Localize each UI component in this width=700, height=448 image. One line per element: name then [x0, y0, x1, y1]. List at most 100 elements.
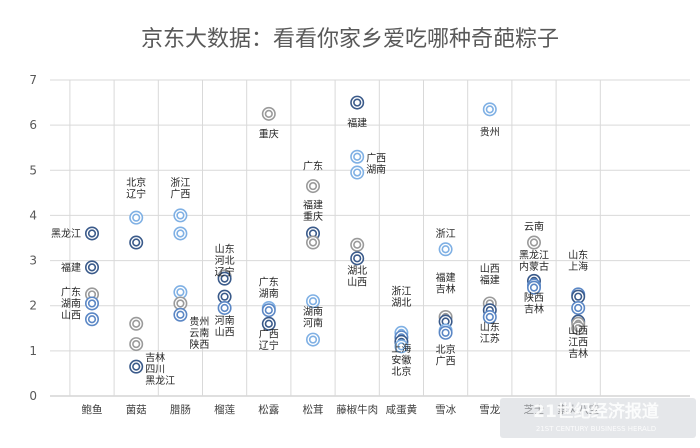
data-point [217, 300, 232, 315]
region-label: 广东 [303, 159, 323, 172]
region-label: 湖南 [366, 163, 386, 176]
region-label: 黑龙江 [519, 248, 549, 261]
region-label: 浙江 [170, 177, 190, 189]
point-inner-ring [397, 342, 406, 351]
region-label: 山东 [480, 321, 500, 334]
data-point [350, 149, 365, 164]
region-label: 云南 [524, 220, 544, 233]
data-point [394, 339, 409, 354]
y-axis: 0 1 2 3 4 5 6 7 [29, 73, 37, 403]
data-point [350, 251, 365, 266]
region-label: 四川 [145, 364, 165, 375]
region-label: 吉林 [436, 282, 456, 295]
data-point [129, 359, 144, 374]
point-inner-ring [132, 213, 141, 222]
data-point [438, 325, 453, 340]
y-tick-label: 4 [29, 208, 37, 222]
data-point [261, 303, 276, 318]
region-label: 湖南 [61, 297, 81, 310]
point-inner-ring [353, 240, 362, 249]
data-point [438, 242, 453, 257]
y-tick-label: 5 [29, 163, 37, 177]
data-point [129, 316, 144, 331]
region-label: 福建 [436, 271, 456, 284]
region-label: 河南 [215, 314, 235, 327]
y-tick-label: 2 [29, 299, 37, 313]
region-label: 贵州 [189, 315, 209, 328]
category-label: 榴莲 [214, 403, 235, 416]
data-point [305, 235, 320, 250]
data-point [173, 307, 188, 322]
point-inner-ring [220, 274, 229, 283]
data-point [350, 165, 365, 180]
category-label: 雪冰 [435, 403, 456, 416]
point-inner-ring [353, 254, 362, 263]
category-label: 鲍鱼 [82, 403, 103, 416]
point-inner-ring [220, 303, 229, 313]
point-inner-ring [308, 297, 318, 306]
category-label: 松茸 [303, 403, 324, 416]
region-label: 广西 [259, 328, 279, 340]
data-point [305, 294, 320, 309]
point-inner-ring [132, 319, 141, 328]
region-label: 山西 [568, 325, 588, 337]
category-label: 腊肠 [170, 404, 191, 416]
region-label: 上海 [568, 260, 588, 273]
point-inner-ring [87, 315, 97, 324]
point-inner-ring [264, 306, 273, 315]
region-label: 广西 [366, 152, 386, 164]
point-inner-ring [264, 319, 273, 328]
y-tick-label: 1 [29, 344, 37, 358]
data-point [571, 300, 586, 315]
point-inner-ring [308, 335, 318, 344]
region-label: 广东 [259, 275, 279, 288]
region-label: 辽宁 [215, 266, 235, 279]
region-label: 吉林 [524, 303, 544, 316]
region-label: 重庆 [259, 128, 279, 141]
region-label: 陕西 [189, 338, 209, 351]
point-inner-ring [353, 168, 362, 177]
region-label: 北京 [126, 176, 146, 189]
point-inner-ring [176, 310, 185, 319]
point-inner-ring [485, 312, 494, 322]
region-label: 湖南 [303, 305, 323, 318]
point-inner-ring [574, 303, 583, 313]
region-label: 辽宁 [126, 188, 146, 201]
region-label: 江西 [568, 336, 588, 348]
data-point [129, 210, 144, 225]
point-inner-ring [574, 292, 583, 301]
region-label: 吉林 [145, 351, 165, 364]
region-label: 山西 [347, 277, 367, 289]
region-label: 山西 [61, 309, 81, 321]
point-inner-ring [353, 98, 362, 107]
data-point [173, 296, 188, 311]
data-point [482, 102, 497, 117]
point-inner-ring [485, 105, 494, 114]
region-label: 广西 [170, 189, 190, 201]
region-label: 黑龙江 [51, 227, 81, 240]
data-point [129, 235, 144, 250]
point-inner-ring [132, 362, 141, 371]
point-inner-ring [574, 324, 583, 333]
data-point [85, 312, 100, 327]
category-label: 雪龙 [479, 403, 500, 416]
data-point [482, 309, 497, 324]
region-label: 山东 [215, 243, 235, 256]
point-inner-ring [220, 292, 229, 301]
region-label: 河北 [215, 255, 235, 267]
data-point [350, 237, 365, 252]
region-label: 上海 [391, 342, 411, 355]
point-inner-ring [441, 245, 450, 254]
point-inner-ring [529, 283, 539, 292]
watermark: 21世纪经济报道 21ST CENTURY BUSINESS HERALD [500, 398, 696, 438]
data-point [526, 280, 541, 295]
y-tick-label: 0 [29, 389, 37, 403]
region-label: 广东 [61, 285, 81, 298]
data-point [350, 95, 365, 110]
region-label: 浙江 [391, 285, 411, 297]
data-point [526, 235, 541, 250]
region-label: 山西 [215, 326, 235, 338]
region-label: 福建 [347, 116, 367, 129]
point-inner-ring [264, 109, 273, 118]
